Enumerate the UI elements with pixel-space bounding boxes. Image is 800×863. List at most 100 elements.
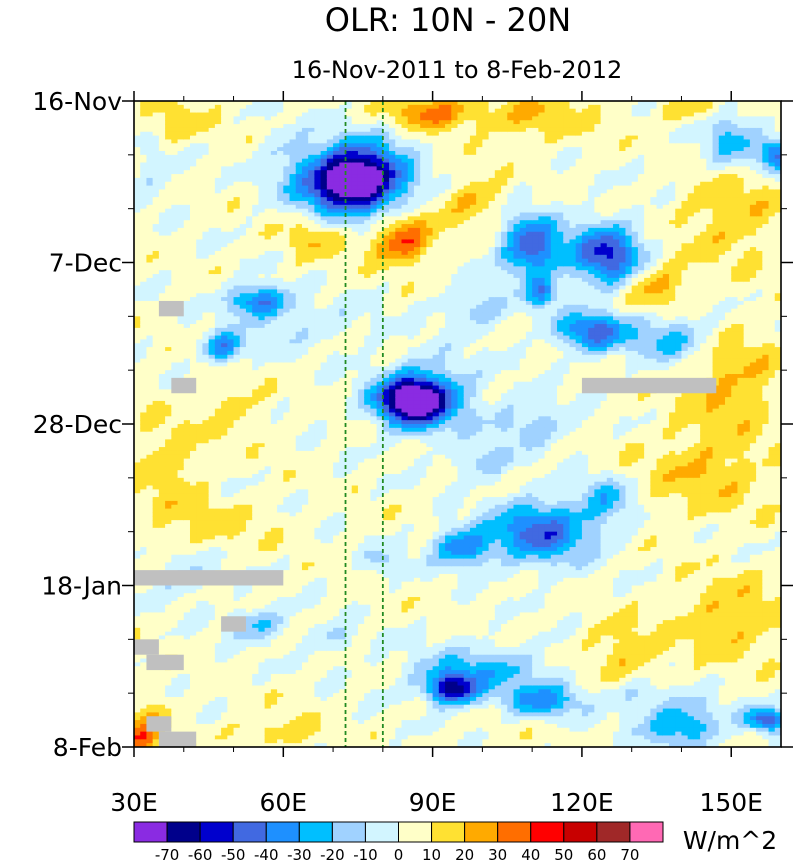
field-cell bbox=[301, 404, 309, 410]
field-cell bbox=[134, 743, 141, 747]
field-cell bbox=[301, 462, 309, 467]
field-cell bbox=[196, 350, 204, 356]
field-cell bbox=[177, 231, 185, 237]
field-cell bbox=[264, 108, 272, 114]
field-cell bbox=[196, 497, 204, 502]
field-cell bbox=[301, 497, 309, 502]
field-cell bbox=[264, 677, 272, 683]
field-cell bbox=[158, 274, 166, 279]
field-cell bbox=[245, 174, 253, 179]
field-cell bbox=[140, 231, 148, 237]
field-cell bbox=[264, 616, 272, 621]
field-cell bbox=[233, 466, 241, 471]
field-cell bbox=[158, 174, 166, 179]
field-cell bbox=[264, 243, 272, 248]
field-cell bbox=[134, 101, 141, 106]
field-cell bbox=[295, 639, 303, 644]
field-cell bbox=[221, 554, 228, 560]
field-cell bbox=[196, 108, 204, 114]
field-cell bbox=[264, 393, 272, 398]
field-cell bbox=[277, 250, 284, 256]
field-cell bbox=[264, 185, 272, 191]
field-cell bbox=[270, 685, 278, 690]
field-cell bbox=[196, 370, 204, 375]
field-cell bbox=[227, 270, 235, 275]
field-cell bbox=[189, 720, 197, 725]
field-cell bbox=[134, 327, 141, 333]
field-cell bbox=[196, 300, 204, 306]
field-cell bbox=[270, 197, 278, 202]
field-cell bbox=[152, 431, 160, 437]
field-cell bbox=[277, 708, 284, 713]
field-cell bbox=[264, 370, 272, 375]
field-cell bbox=[270, 335, 278, 341]
field-cell bbox=[295, 712, 303, 717]
field-cell bbox=[134, 174, 141, 179]
field-cell bbox=[208, 535, 216, 540]
field-cell bbox=[202, 150, 210, 156]
field-cell bbox=[165, 670, 172, 675]
field-cell bbox=[233, 308, 241, 314]
field-cell bbox=[202, 504, 210, 510]
field-cell bbox=[158, 708, 166, 713]
field-cell bbox=[295, 327, 303, 333]
field-cell bbox=[233, 543, 241, 548]
field-cell bbox=[208, 712, 216, 717]
field-cell bbox=[227, 731, 235, 737]
field-cell bbox=[295, 485, 303, 490]
field-cell bbox=[146, 116, 154, 121]
field-cell bbox=[283, 670, 291, 675]
field-cell bbox=[165, 162, 172, 167]
field-cell bbox=[301, 101, 309, 106]
field-cell bbox=[189, 316, 197, 321]
field-cell bbox=[233, 650, 241, 656]
field-cell bbox=[140, 297, 148, 302]
field-cell bbox=[301, 670, 309, 675]
field-cell bbox=[295, 324, 303, 329]
field-cell bbox=[183, 339, 191, 344]
field-cell bbox=[171, 404, 179, 410]
field-cell bbox=[221, 535, 228, 540]
field-cell bbox=[189, 343, 197, 348]
field-cell bbox=[208, 162, 216, 167]
field-cell bbox=[177, 543, 185, 548]
field-cell bbox=[239, 135, 247, 141]
field-cell bbox=[177, 143, 185, 148]
field-cell bbox=[252, 416, 260, 421]
field-cell bbox=[233, 347, 241, 352]
field-cell bbox=[171, 158, 179, 164]
field-cell bbox=[158, 177, 166, 183]
field-cell bbox=[239, 566, 247, 571]
field-cell bbox=[227, 485, 235, 490]
field-cell bbox=[202, 508, 210, 514]
field-cell bbox=[189, 350, 197, 356]
field-cell bbox=[245, 274, 253, 279]
field-cell bbox=[239, 716, 247, 721]
field-cell bbox=[134, 162, 141, 167]
field-cell bbox=[270, 162, 278, 167]
field-cell bbox=[183, 343, 191, 348]
field-cell bbox=[295, 250, 303, 256]
field-cell bbox=[134, 435, 141, 440]
field-cell bbox=[202, 716, 210, 721]
field-cell bbox=[239, 181, 247, 187]
field-cell bbox=[277, 416, 284, 421]
field-cell bbox=[140, 685, 148, 690]
field-cell bbox=[165, 543, 172, 548]
field-cell bbox=[183, 316, 191, 321]
field-cell bbox=[152, 412, 160, 417]
field-cell bbox=[221, 150, 228, 156]
field-cell bbox=[202, 374, 210, 379]
field-cell bbox=[245, 158, 253, 164]
field-cell bbox=[239, 439, 247, 444]
field-cell bbox=[314, 527, 322, 533]
field-cell bbox=[214, 135, 222, 141]
field-cell bbox=[221, 489, 228, 494]
field-cell bbox=[245, 654, 253, 660]
field-cell bbox=[189, 643, 197, 648]
field-cell bbox=[308, 350, 316, 356]
field-cell bbox=[196, 316, 204, 321]
field-cell bbox=[214, 527, 222, 533]
field-cell bbox=[214, 539, 222, 544]
field-cell bbox=[214, 654, 222, 660]
